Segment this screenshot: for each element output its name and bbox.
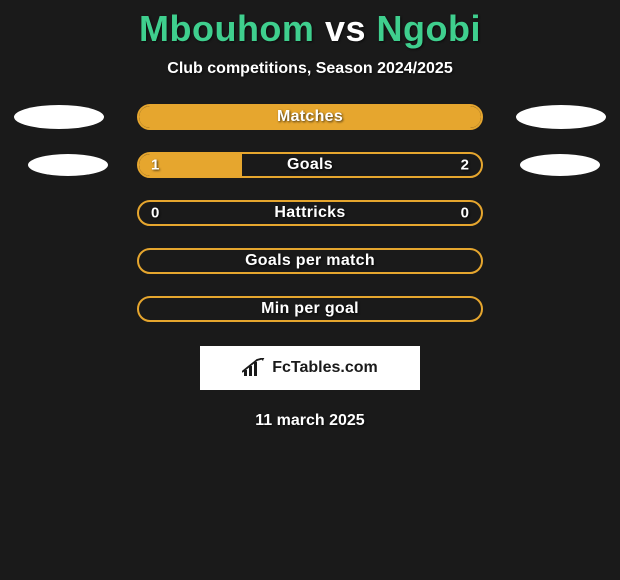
stat-row: Goals per match	[0, 248, 620, 274]
stat-label: Hattricks	[274, 204, 345, 222]
stat-row: 1 Goals 2	[0, 152, 620, 178]
stat-label: Matches	[277, 108, 343, 126]
stat-bar: Goals per match	[137, 248, 483, 274]
stat-bar: Matches	[137, 104, 483, 130]
side-ellipse-right	[516, 105, 606, 129]
logo-box: FcTables.com	[200, 346, 420, 390]
stat-value-right: 2	[461, 157, 469, 174]
stat-value-left: 0	[151, 205, 159, 222]
stats-rows: Matches 1 Goals 2 0 Hattricks 0 Goals per match…	[0, 104, 620, 322]
stat-bar: Min per goal	[137, 296, 483, 322]
stat-label: Goals	[287, 156, 333, 174]
stat-label: Goals per match	[245, 252, 375, 270]
player2-name: Ngobi	[377, 8, 481, 49]
date-label: 11 march 2025	[255, 412, 364, 430]
stat-bar: 1 Goals 2	[137, 152, 483, 178]
subtitle: Club competitions, Season 2024/2025	[167, 60, 452, 78]
player1-name: Mbouhom	[139, 8, 314, 49]
side-ellipse-right	[520, 154, 600, 176]
logo-chart-icon	[242, 358, 266, 378]
stat-row: 0 Hattricks 0	[0, 200, 620, 226]
vs-separator: vs	[325, 8, 366, 49]
infographic-root: Mbouhom vs Ngobi Club competitions, Seas…	[0, 0, 620, 580]
stat-value-left: 1	[151, 157, 159, 174]
stat-row: Matches	[0, 104, 620, 130]
logo-text: FcTables.com	[272, 359, 378, 377]
page-title: Mbouhom vs Ngobi	[139, 8, 481, 50]
stat-value-right: 0	[461, 205, 469, 222]
side-ellipse-left	[14, 105, 104, 129]
stat-row: Min per goal	[0, 296, 620, 322]
stat-label: Min per goal	[261, 300, 359, 318]
stat-bar: 0 Hattricks 0	[137, 200, 483, 226]
side-ellipse-left	[28, 154, 108, 176]
